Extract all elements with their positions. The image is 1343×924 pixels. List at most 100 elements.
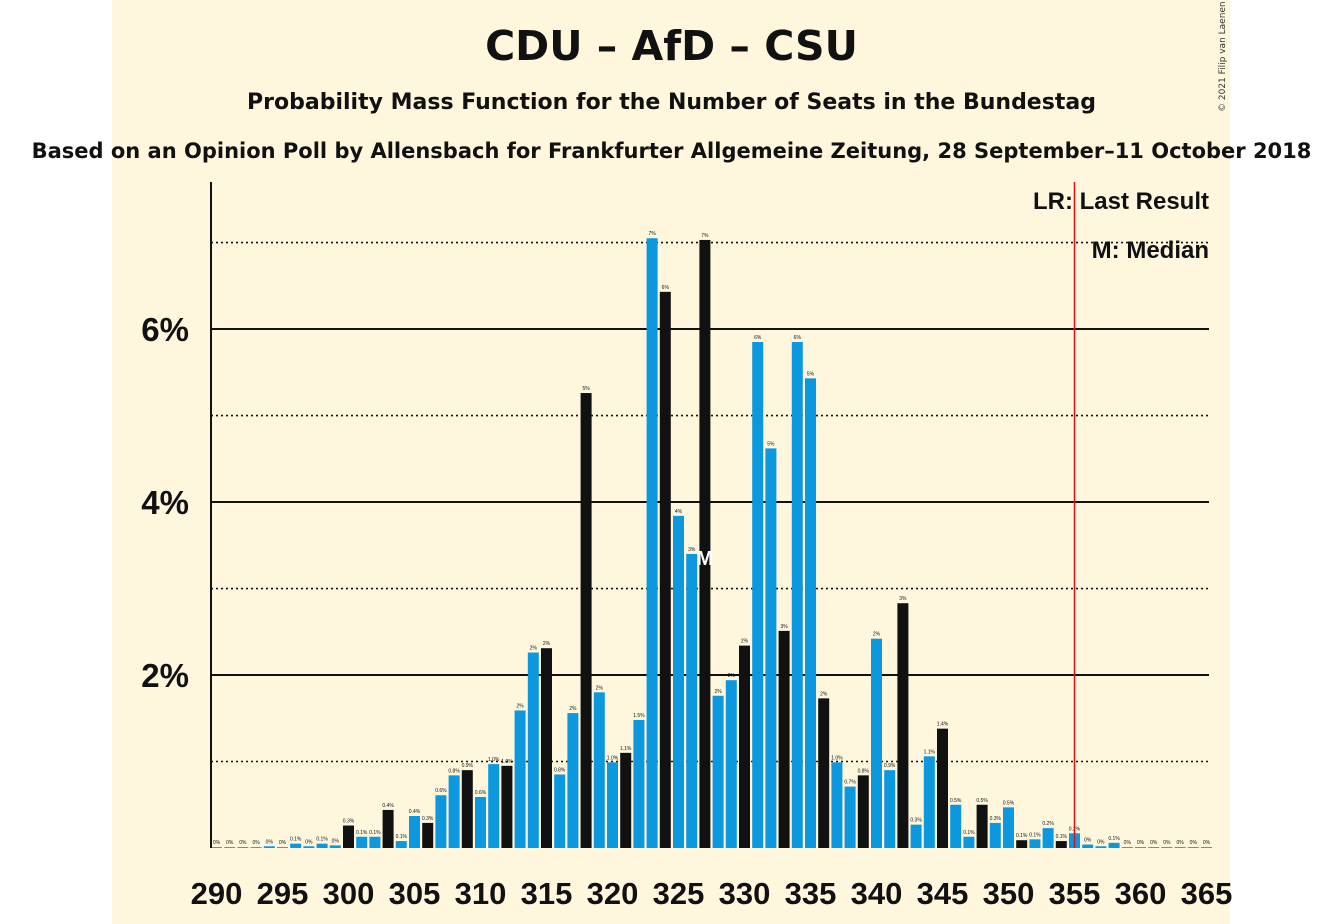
bar-label-324: 6%	[662, 285, 670, 291]
chart-subtitle: Probability Mass Function for the Number…	[247, 90, 1096, 115]
x-tick-label: 315	[521, 876, 573, 911]
bar-label-356: 0%	[1084, 838, 1092, 844]
x-tick-label: 360	[1115, 876, 1167, 911]
bar-312	[501, 765, 513, 848]
bar-label-350: 0.5%	[1003, 800, 1015, 806]
bar-297	[303, 846, 315, 848]
y-tick-label: 2%	[141, 657, 189, 694]
bar-label-315: 2%	[543, 641, 551, 647]
bar-label-305: 0.4%	[409, 809, 421, 815]
bar-322	[633, 719, 645, 848]
bar-327	[699, 239, 711, 848]
bar-label-338: 0.7%	[844, 780, 856, 786]
bar-label-353: 0.2%	[1042, 821, 1054, 827]
bar-295	[277, 847, 288, 848]
bar-label-333: 3%	[780, 624, 788, 630]
bar-label-342: 3%	[899, 596, 907, 602]
bar-label-336: 2%	[820, 691, 828, 697]
bar-290	[211, 847, 222, 848]
bar-357	[1095, 846, 1107, 848]
bar-347	[963, 836, 975, 848]
y-tick-label: 4%	[141, 484, 189, 521]
bar-344	[923, 756, 935, 848]
bar-332	[765, 448, 777, 848]
x-tick-label: 355	[1049, 876, 1101, 911]
bar-323	[646, 238, 658, 849]
bar-label-300: 0.3%	[343, 819, 355, 825]
bar-300	[343, 825, 354, 848]
bar-329	[725, 680, 737, 848]
bar-label-352: 0.1%	[1029, 832, 1041, 838]
bar-label-323: 7%	[648, 231, 656, 237]
bar-365	[1201, 847, 1212, 848]
bar-303	[382, 809, 394, 848]
bar-298	[316, 843, 328, 848]
bar-339	[857, 775, 869, 848]
bar-label-340: 2%	[873, 632, 881, 638]
bar-341	[884, 770, 896, 848]
bar-label-311: 1.0%	[488, 757, 500, 763]
bars-group	[211, 238, 1212, 849]
x-tick-label: 350	[983, 876, 1035, 911]
x-tick-label: 300	[323, 876, 375, 911]
x-tick-label: 295	[257, 876, 309, 911]
bar-label-292: 0%	[239, 840, 247, 846]
bar-333	[778, 630, 790, 848]
bar-label-294: 0%	[266, 839, 274, 845]
bar-307	[435, 795, 447, 848]
bar-label-343: 0.3%	[910, 818, 922, 824]
overlay-group: M	[697, 182, 1076, 848]
bar-293	[250, 847, 262, 848]
bar-label-302: 0.1%	[369, 830, 381, 836]
bar-labels-group: 0% 0% 0% 0% 0% 0%0.1% 0% 0.1% 0%0.3%0.1% 0.1%0.4%…	[213, 231, 1211, 846]
bar-313	[514, 710, 526, 848]
bar-316	[554, 774, 566, 848]
bar-label-362: 0%	[1163, 840, 1171, 846]
bar-label-329: 2%	[728, 673, 736, 679]
bar-325	[673, 515, 684, 848]
bar-296	[290, 843, 302, 848]
bar-306	[422, 822, 434, 848]
bar-321	[620, 752, 632, 848]
legend-median: M: Median	[1092, 237, 1209, 264]
x-tick-label: 320	[587, 876, 639, 911]
bar-310	[475, 796, 486, 848]
bar-350	[1003, 807, 1014, 848]
bar-label-319: 2%	[596, 685, 604, 691]
bar-label-328: 2%	[714, 689, 722, 695]
bar-label-325: 4%	[675, 509, 683, 515]
bar-label-332: 5%	[767, 441, 775, 447]
bar-320	[607, 762, 618, 848]
bar-360	[1135, 847, 1146, 848]
bar-label-318: 5%	[582, 386, 590, 392]
bar-label-344: 1.1%	[924, 749, 936, 755]
bar-label-291: 0%	[226, 840, 234, 846]
bar-291	[224, 847, 236, 848]
bar-label-335: 5%	[807, 371, 815, 377]
bar-label-317: 2%	[569, 706, 577, 712]
bar-349	[989, 822, 1001, 848]
bar-label-310: 0.6%	[475, 790, 487, 796]
axes-group: 2% 4% 6% 290 295 300 305 310 315 320 325 330 335 340 3…	[141, 182, 1232, 911]
bar-label-312: 1.0%	[501, 759, 513, 765]
bar-label-347: 0.1%	[963, 830, 975, 836]
bar-343	[910, 824, 922, 848]
bar-label-331: 6%	[754, 335, 762, 341]
bar-label-341: 0.9%	[884, 763, 896, 769]
bar-342	[897, 603, 909, 848]
bar-334	[791, 342, 803, 848]
bar-label-316: 0.8%	[554, 767, 566, 773]
bar-311	[488, 764, 500, 848]
legend-last-result: LR: Last Result	[1033, 188, 1209, 215]
bar-label-306: 0.3%	[422, 816, 434, 822]
median-marker: M	[697, 548, 714, 570]
bar-label-330: 2%	[741, 639, 749, 645]
bar-353	[1042, 828, 1054, 848]
y-tick-label: 6%	[141, 311, 189, 348]
bar-label-361: 0%	[1150, 840, 1158, 846]
bar-314	[527, 652, 539, 848]
bar-label-360: 0%	[1137, 840, 1145, 846]
bar-label-314: 2%	[530, 646, 538, 652]
bar-label-321: 1.1%	[620, 746, 632, 752]
